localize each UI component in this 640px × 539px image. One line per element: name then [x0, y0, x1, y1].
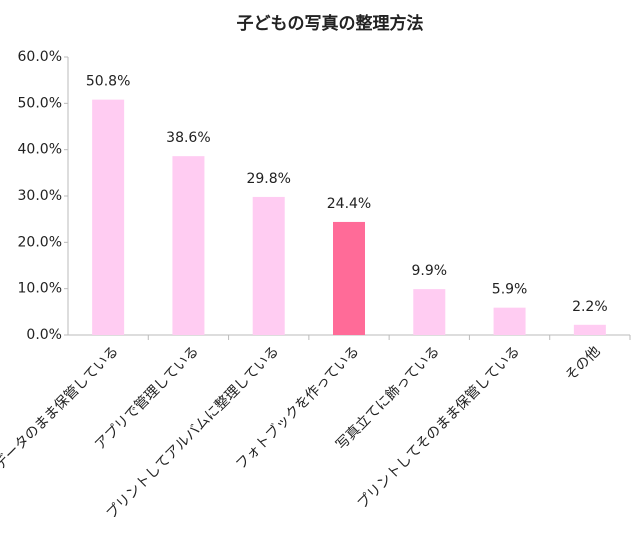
- value-label: 2.2%: [572, 299, 608, 315]
- value-label: 29.8%: [246, 171, 290, 187]
- bar: [493, 307, 526, 335]
- y-tick-label: 50.0%: [18, 95, 62, 111]
- value-label: 5.9%: [492, 282, 528, 298]
- x-tick-label: データのまま保管している: [0, 343, 122, 474]
- y-tick-label: 30.0%: [18, 188, 62, 204]
- value-label: 24.4%: [327, 196, 371, 212]
- value-label: 9.9%: [411, 263, 447, 279]
- value-label: 50.8%: [86, 74, 130, 90]
- bar: [92, 99, 125, 335]
- bar: [252, 196, 285, 335]
- x-tick-label: プリントしてアルバムに整理している: [103, 343, 282, 522]
- x-tick-label: プリントしてそのまま保管している: [354, 343, 523, 512]
- bar: [573, 324, 606, 335]
- x-tick-label: その他: [563, 343, 604, 384]
- y-tick-label: 0.0%: [26, 327, 62, 343]
- bar: [172, 156, 205, 335]
- y-tick-label: 40.0%: [18, 142, 62, 158]
- y-tick-label: 10.0%: [18, 281, 62, 297]
- bar: [333, 221, 365, 335]
- y-tick-label: 60.0%: [18, 49, 62, 65]
- chart-title: 子どもの写真の整理方法: [237, 13, 424, 34]
- value-label: 38.6%: [166, 130, 210, 146]
- y-tick-label: 20.0%: [18, 234, 62, 250]
- bar: [413, 289, 446, 335]
